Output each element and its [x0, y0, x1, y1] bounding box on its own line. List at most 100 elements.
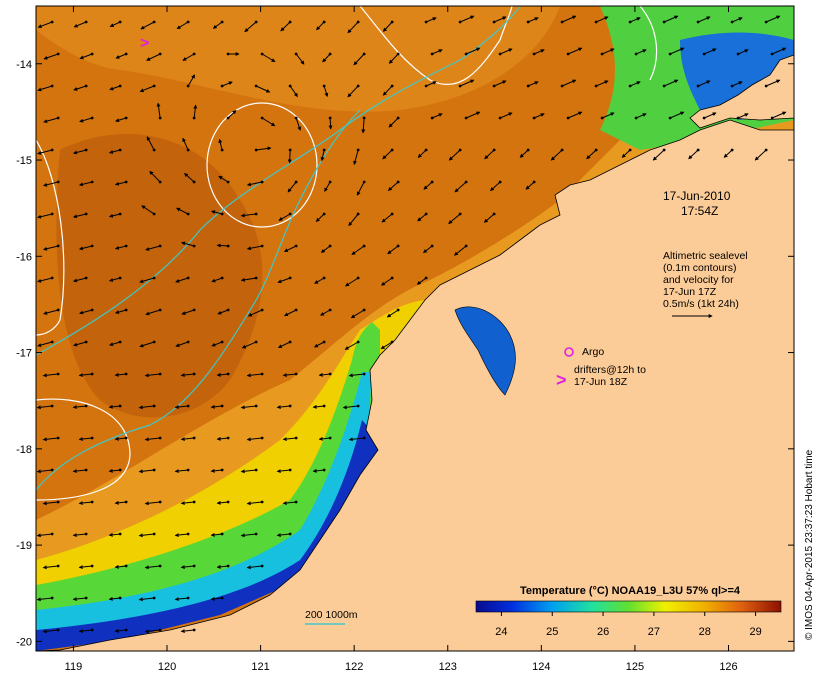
- velocity-arrow: [240, 405, 257, 410]
- velocity-arrow: [493, 80, 507, 87]
- velocity-origin-dot: [328, 436, 332, 440]
- velocity-arrow: [182, 137, 189, 151]
- velocity-origin-dot: [186, 468, 190, 472]
- velocity-origin-dot: [254, 404, 258, 408]
- velocity-origin-dot: [220, 212, 224, 216]
- velocity-origin-dot: [764, 84, 768, 88]
- velocity-origin-dot: [362, 244, 366, 248]
- depth-legend-label: 200 1000m: [305, 609, 358, 621]
- velocity-arrow: [176, 207, 189, 215]
- velocity-origin-dot: [192, 116, 196, 120]
- velocity-arrow: [347, 21, 359, 34]
- velocity-origin-dot: [356, 20, 360, 24]
- velocity-origin-dot: [492, 20, 496, 24]
- velocity-arrow: [723, 149, 733, 158]
- velocity-origin-dot: [356, 148, 360, 152]
- velocity-arrow: [240, 469, 257, 474]
- velocity-arrow: [652, 149, 665, 161]
- velocity-arrow: [688, 149, 699, 160]
- velocity-origin-dot: [152, 340, 156, 344]
- velocity-origin-dot: [220, 276, 224, 280]
- velocity-arrow: [43, 309, 59, 315]
- velocity-arrow: [342, 405, 359, 410]
- date-line-1: 17-Jun-2010: [663, 189, 731, 203]
- velocity-origin-dot: [56, 116, 60, 120]
- velocity-arrow: [261, 53, 276, 63]
- velocity-arrow: [78, 629, 93, 634]
- velocity-arrow: [278, 213, 291, 221]
- velocity-origin-dot: [430, 244, 434, 248]
- velocity-origin-dot: [124, 564, 128, 568]
- velocity-arrow: [382, 85, 393, 96]
- velocity-origin-dot: [84, 596, 88, 600]
- isobaths: [36, 6, 521, 491]
- velocity-origin-dot: [764, 20, 768, 24]
- velocity-origin-dot: [254, 84, 258, 88]
- velocity-arrow: [72, 405, 87, 410]
- velocity-origin-dot: [152, 276, 156, 280]
- velocity-origin-dot: [294, 116, 298, 120]
- velocity-origin-dot: [294, 244, 298, 248]
- velocity-origin-dot: [118, 468, 122, 472]
- velocity-arrow: [216, 500, 229, 505]
- velocity-arrow: [42, 437, 59, 442]
- velocity-origin-dot: [362, 52, 366, 56]
- y-tick-label: -14: [16, 59, 32, 71]
- x-tick-label: 121: [251, 661, 269, 673]
- velocity-origin-dot: [288, 20, 292, 24]
- velocity-origin-dot: [322, 148, 326, 152]
- velocity-arrow: [519, 149, 529, 158]
- velocity-arrow: [139, 341, 155, 348]
- velocity-arrow: [244, 21, 257, 33]
- velocity-arrow: [138, 405, 155, 410]
- velocity-arrow: [227, 110, 237, 119]
- velocity-arrow: [771, 111, 787, 119]
- velocity-arrow: [108, 532, 121, 537]
- colorbar-tick-label: 24: [495, 626, 507, 638]
- velocity-origin-dot: [730, 148, 734, 152]
- velocity-origin-dot: [526, 84, 530, 88]
- velocity-arrow: [697, 80, 711, 87]
- velocity-origin-dot: [702, 116, 706, 120]
- velocity-origin-dot: [668, 52, 672, 56]
- velocity-origin-dot: [260, 52, 264, 56]
- velocity-origin-dot: [158, 436, 162, 440]
- velocity-origin-dot: [328, 116, 332, 120]
- velocity-arrow: [635, 113, 647, 119]
- velocity-origin-dot: [186, 212, 190, 216]
- velocity-arrow: [417, 213, 427, 222]
- velocity-origin-dot: [396, 308, 400, 312]
- velocity-origin-dot: [288, 84, 292, 88]
- velocity-arrow: [567, 111, 583, 119]
- velocity-origin-dot: [328, 244, 332, 248]
- velocity-origin-dot: [158, 500, 162, 504]
- velocity-origin-dot: [770, 52, 774, 56]
- velocity-arrow: [621, 149, 631, 158]
- velocity-origin-dot: [192, 308, 196, 312]
- velocity-origin-dot: [186, 340, 190, 344]
- velocity-origin-dot: [192, 244, 196, 248]
- velocity-origin-dot: [124, 52, 128, 56]
- drifter-legend-icon: >: [556, 370, 567, 390]
- velocity-arrow: [176, 21, 189, 30]
- velocity-arrow: [431, 49, 443, 55]
- velocity-arrow: [586, 149, 597, 160]
- y-tick-label: -20: [16, 636, 32, 648]
- velocity-arrow: [144, 501, 161, 506]
- velocity-origin-dot: [730, 84, 734, 88]
- velocity-origin-dot: [390, 340, 394, 344]
- velocity-arrow: [78, 565, 93, 570]
- velocity-origin-dot: [152, 532, 156, 536]
- velocity-origin-dot: [362, 436, 366, 440]
- velocity-arrow: [246, 437, 263, 442]
- velocity-arrow: [37, 341, 53, 347]
- velocity-origin-dot: [220, 20, 224, 24]
- velocity-origin-dot: [328, 52, 332, 56]
- velocity-origin-dot: [84, 212, 88, 216]
- velocity-origin-dot: [50, 404, 54, 408]
- velocity-origin-dot: [396, 244, 400, 248]
- velocity-arrow: [765, 79, 781, 87]
- velocity-arrow: [499, 48, 513, 55]
- velocity-arrow: [141, 205, 155, 215]
- y-tick-label: -15: [16, 155, 32, 167]
